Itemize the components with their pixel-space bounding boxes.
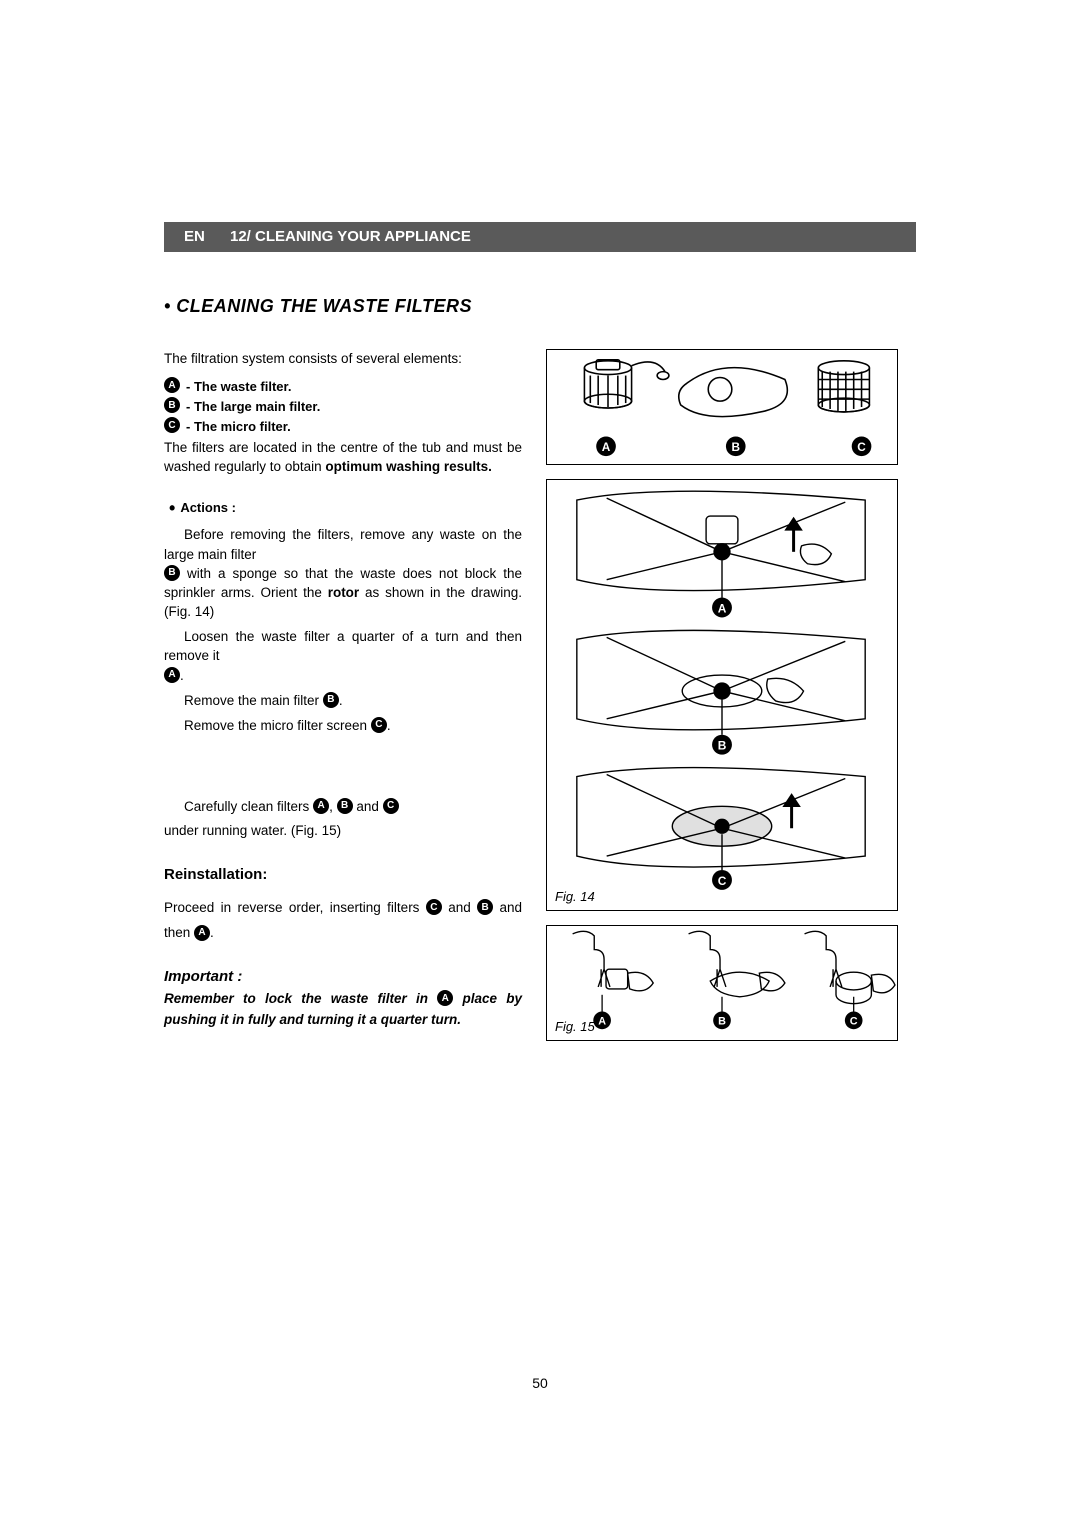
legend-item-b: B - The large main filter. — [164, 398, 522, 414]
fig14-illustration: A B — [547, 480, 897, 910]
legend-a-label: - The waste filter. — [186, 379, 291, 394]
inline-badge-a4-icon: A — [437, 990, 453, 1006]
text-column: The filtration system consists of severa… — [164, 349, 522, 1041]
actions-heading: • Actions : — [164, 498, 522, 519]
chapter-header: EN 12/ CLEANING YOUR APPLIANCE — [164, 222, 916, 252]
svg-text:C: C — [718, 874, 727, 888]
two-column-layout: The filtration system consists of severa… — [164, 349, 916, 1041]
step2-a: Loosen the waste filter a quarter of a t… — [164, 627, 522, 665]
svg-text:A: A — [598, 1015, 606, 1027]
legend-b-label: - The large main filter. — [186, 399, 320, 414]
figure-abc: A B C — [546, 349, 898, 465]
step4-a: Remove the micro filter screen — [164, 716, 367, 735]
comma-1: , — [329, 799, 337, 814]
svg-text:A: A — [718, 601, 727, 615]
svg-text:A: A — [602, 441, 611, 454]
filters-abc-illustration: A B C — [547, 350, 897, 464]
inline-badge-b2-icon: B — [323, 692, 339, 708]
action-step-5: Carefully clean filters A, B and C under… — [164, 795, 522, 844]
period-r: . — [210, 925, 214, 940]
legend-item-c: C - The micro filter. — [164, 418, 522, 434]
inline-badge-b3-icon: B — [337, 798, 353, 814]
important-heading: Important : — [164, 968, 522, 985]
reinstall-and1: and — [448, 900, 477, 915]
figure-column: A B C — [546, 349, 898, 1041]
period-2: . — [180, 668, 184, 683]
fig15-caption: Fig. 15 — [555, 1019, 595, 1034]
inline-badge-c2-icon: C — [383, 798, 399, 814]
step3-a: Remove the main filter — [164, 691, 319, 710]
reinstallation-heading: Reinstallation: — [164, 866, 522, 883]
inline-badge-a3-icon: A — [194, 925, 210, 941]
important-1: Remember to lock the waste filter in — [164, 991, 437, 1006]
badge-b-icon: B — [164, 397, 180, 413]
legend-item-a: A - The waste filter. — [164, 378, 522, 394]
fig15-illustration: A B C — [547, 926, 897, 1040]
fig14-caption: Fig. 14 — [555, 889, 595, 904]
filters-location: The filters are located in the centre of… — [164, 438, 522, 476]
inline-badge-a-icon: A — [164, 667, 180, 683]
section-title: • CLEANING THE WASTE FILTERS — [164, 296, 916, 317]
badge-c-icon: C — [164, 417, 180, 433]
svg-text:B: B — [718, 739, 727, 753]
svg-text:C: C — [850, 1015, 858, 1027]
action-step-2: Loosen the waste filter a quarter of a t… — [164, 627, 522, 684]
step5-c: under running water. (Fig. 15) — [164, 823, 341, 838]
step5-a: Carefully clean filters — [164, 795, 309, 819]
period-4: . — [387, 718, 391, 733]
svg-text:C: C — [857, 441, 866, 454]
step5-and: and — [356, 799, 382, 814]
svg-text:B: B — [718, 1015, 726, 1027]
figure-15: A B C Fig. 15 — [546, 925, 898, 1041]
legend-c-label: - The micro filter. — [186, 419, 291, 434]
figure-14: A B — [546, 479, 898, 911]
page-number: 50 — [0, 1375, 1080, 1391]
important-body: Remember to lock the waste filter in A p… — [164, 989, 522, 1031]
reinstall-step: Proceed in reverse order, inserting filt… — [164, 895, 522, 946]
chapter-title: 12/ CLEANING YOUR APPLIANCE — [230, 222, 471, 252]
manual-page: EN 12/ CLEANING YOUR APPLIANCE • CLEANIN… — [0, 0, 1080, 1527]
inline-badge-c-icon: C — [371, 717, 387, 733]
reinstall-a: Proceed in reverse order, inserting filt… — [164, 900, 426, 915]
bullet-icon: • — [164, 498, 180, 518]
inline-badge-c3-icon: C — [426, 899, 442, 915]
step1-a: Before removing the filters, remove any … — [164, 525, 522, 563]
svg-text:B: B — [732, 441, 741, 454]
intro-paragraph: The filtration system consists of severa… — [164, 349, 522, 368]
action-step-4: Remove the micro filter screen C. — [164, 716, 522, 735]
badge-a-icon: A — [164, 377, 180, 393]
rotor-bold: rotor — [328, 585, 360, 600]
action-step-3: Remove the main filter B. — [164, 691, 522, 710]
lang-badge: EN — [184, 222, 205, 252]
inline-badge-b-icon: B — [164, 565, 180, 581]
inline-badge-b4-icon: B — [477, 899, 493, 915]
actions-label: Actions : — [180, 500, 236, 515]
optimum-bold: optimum washing results. — [325, 459, 492, 474]
action-step-1: Before removing the filters, remove any … — [164, 525, 522, 621]
inline-badge-a2-icon: A — [313, 798, 329, 814]
period-3: . — [339, 693, 343, 708]
